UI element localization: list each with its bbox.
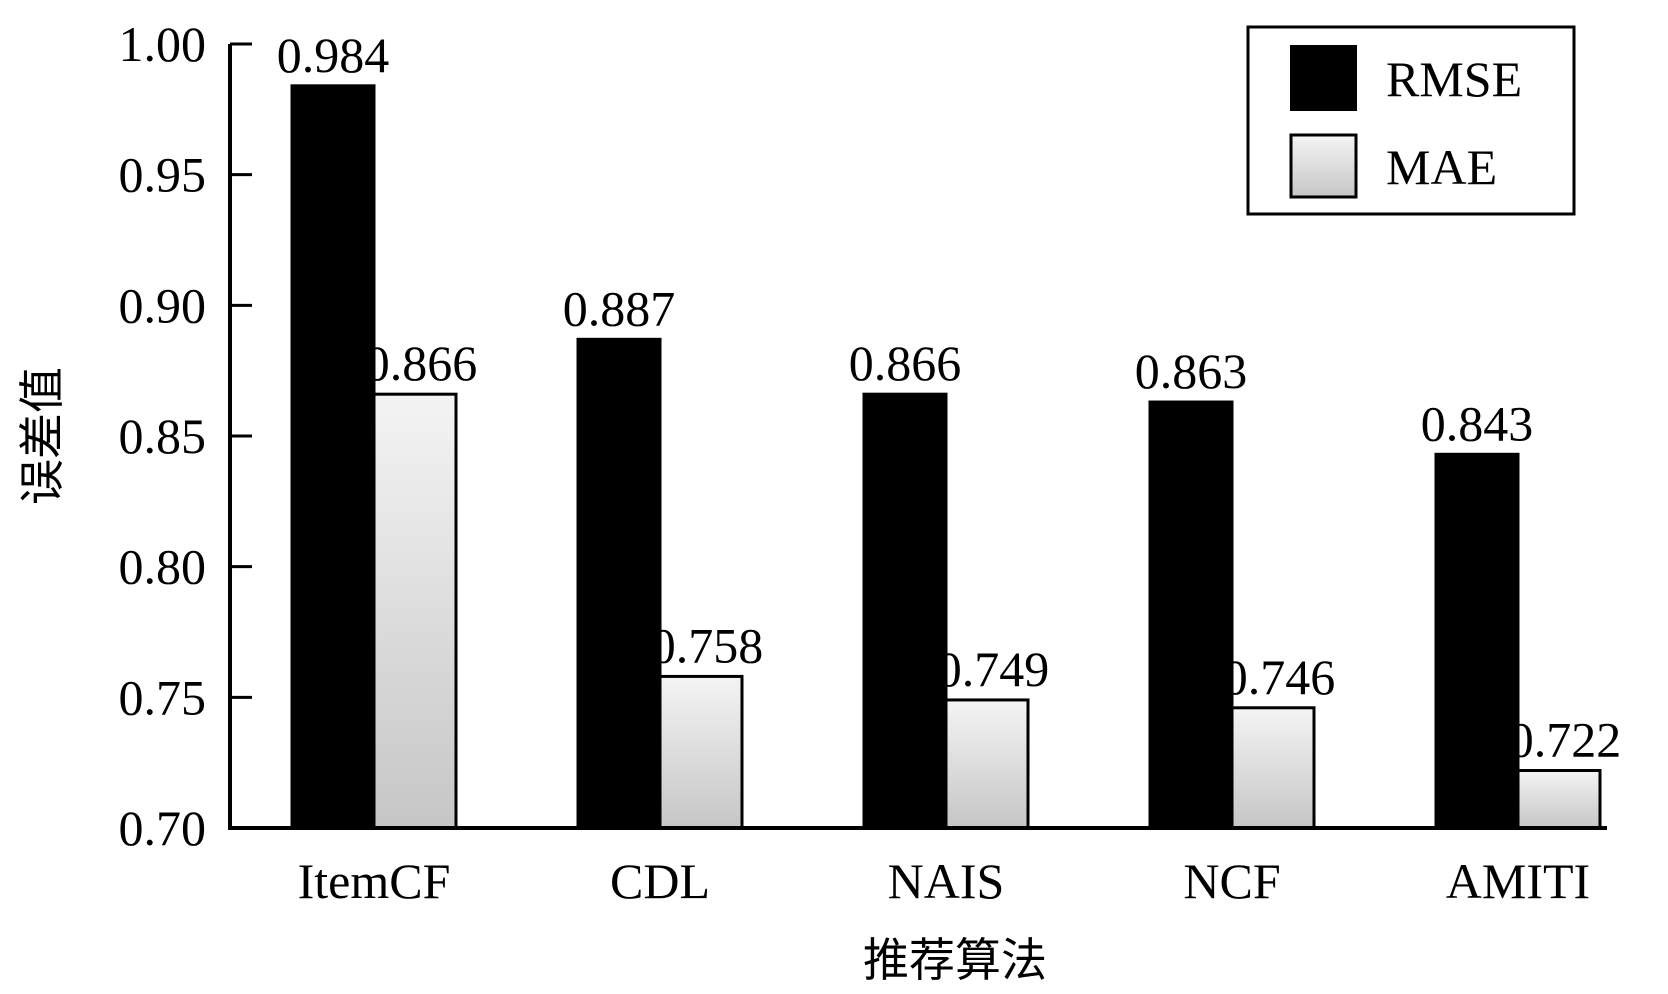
bar-rmse [1148, 400, 1234, 830]
data-label: 0.722 [1509, 712, 1622, 768]
data-label: 0.866 [849, 335, 962, 391]
y-tick-label: 0.85 [119, 408, 207, 464]
bar-mae [944, 698, 1030, 830]
y-tick-label: 0.70 [119, 800, 207, 856]
legend-label-mae: MAE [1386, 139, 1497, 195]
bar-rmse [862, 392, 948, 830]
data-label: 0.749 [937, 641, 1050, 697]
plot-area: 1.00 0.95 0.90 0.85 0.80 0.75 0.70 0.984 0.866 It… [119, 16, 1622, 909]
data-label: 0.863 [1135, 343, 1248, 399]
legend-swatch-rmse [1290, 45, 1357, 111]
data-label: 0.866 [365, 335, 478, 391]
x-axis-title: 推荐算法 [863, 933, 1047, 987]
x-tick-label: CDL [610, 853, 710, 909]
x-tick-label: ItemCF [298, 853, 451, 909]
data-label: 0.887 [563, 280, 676, 336]
bar-mae [372, 392, 458, 830]
y-tick-label: 0.90 [119, 277, 207, 333]
data-label: 0.984 [277, 27, 390, 83]
x-tick-label: AMITI [1446, 853, 1590, 909]
bar-mae [1516, 769, 1602, 830]
bar-rmse [576, 337, 662, 830]
bar-rmse [290, 84, 376, 830]
data-label: 0.758 [651, 617, 764, 673]
legend-label-rmse: RMSE [1386, 51, 1522, 107]
y-tick-label: 0.80 [119, 539, 207, 595]
legend: RMSE MAE [1246, 25, 1576, 216]
bar-mae [658, 674, 744, 830]
bar-rmse [1434, 452, 1520, 830]
x-tick-label: NAIS [888, 853, 1005, 909]
data-label: 0.843 [1421, 395, 1534, 451]
x-tick-label: NCF [1183, 853, 1280, 909]
data-label: 0.746 [1223, 649, 1336, 705]
y-axis-title: 误差值 [15, 367, 69, 505]
y-tick-label: 0.95 [119, 147, 207, 203]
legend-swatch-mae [1289, 133, 1358, 199]
y-tick-label: 0.75 [119, 669, 207, 725]
y-tick-label: 1.00 [119, 16, 207, 72]
bar-mae [1230, 706, 1316, 830]
